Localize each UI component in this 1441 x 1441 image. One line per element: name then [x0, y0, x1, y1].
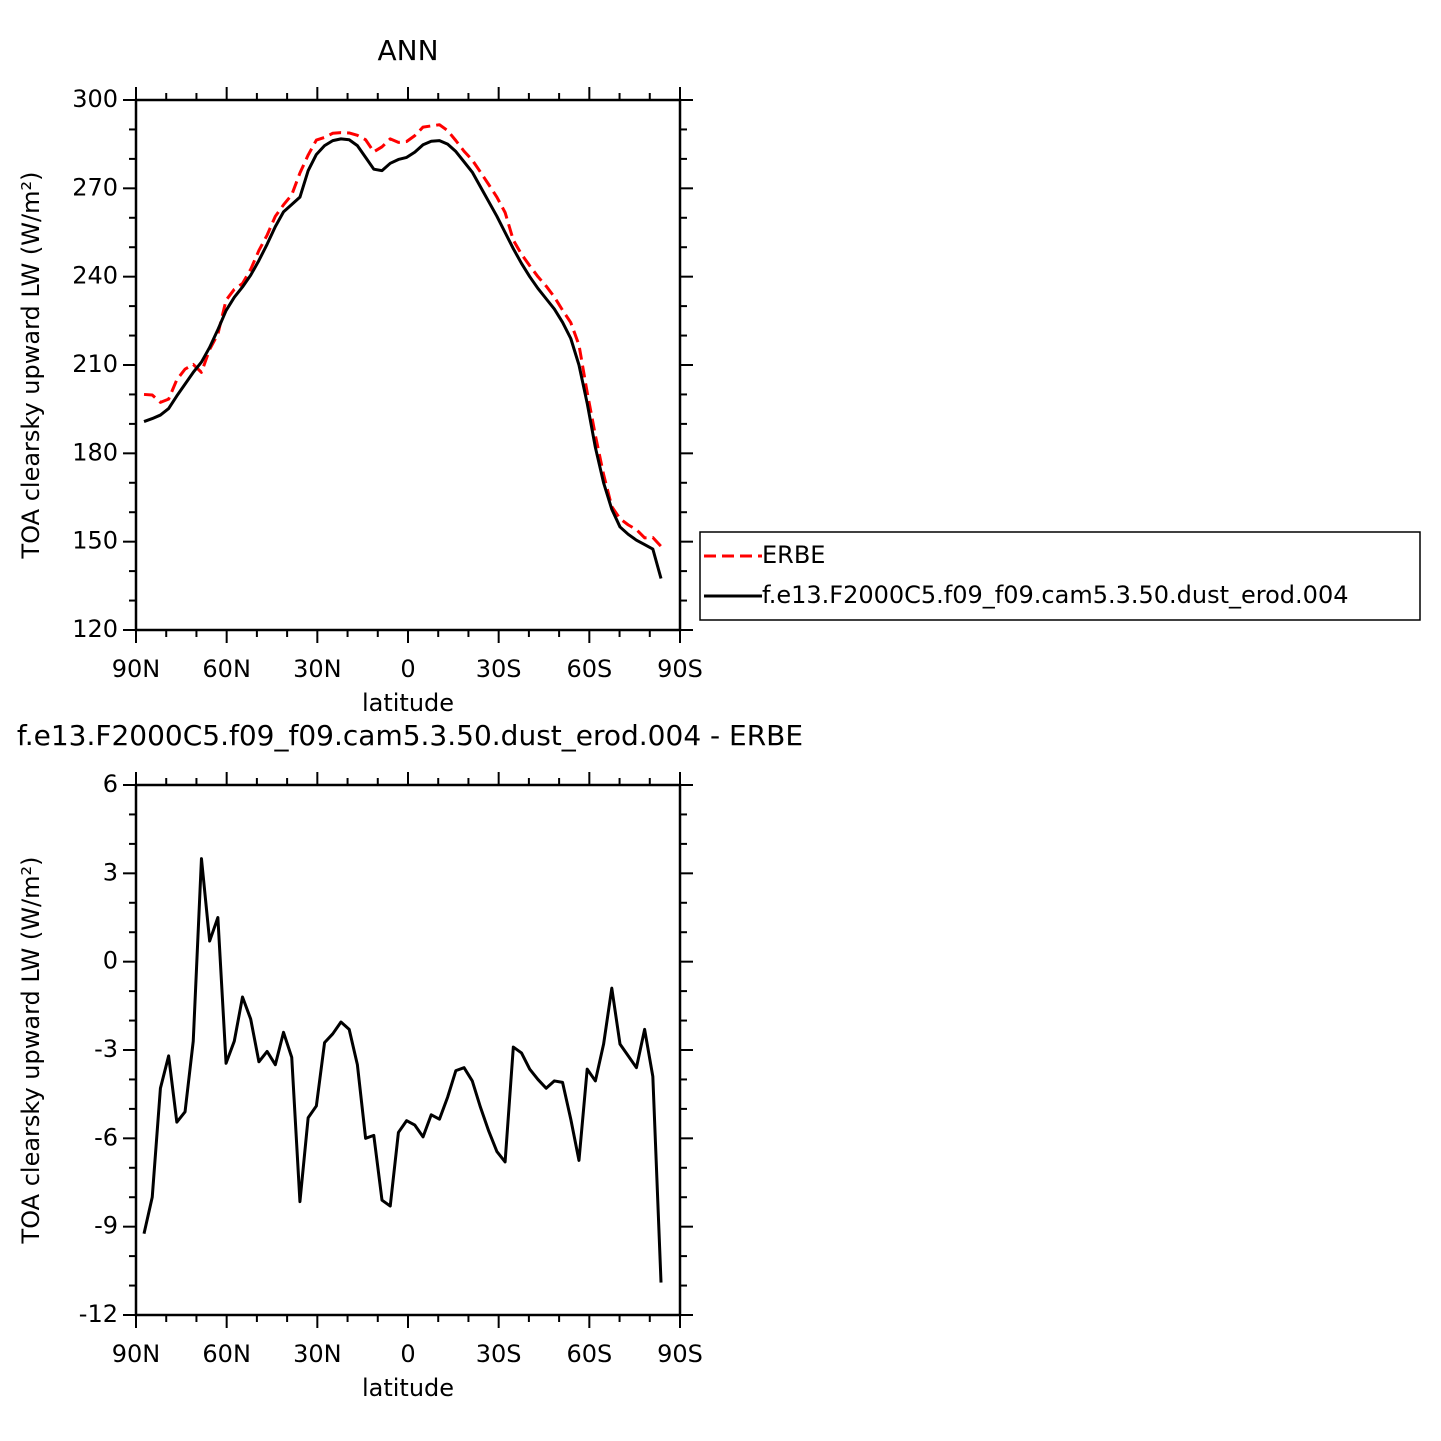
legend-box — [699, 531, 1421, 621]
y-tick-label: 180 — [72, 438, 118, 466]
x-tick-label: 60N — [202, 1340, 251, 1368]
y-tick-label: 150 — [72, 527, 118, 555]
y-tick-label: -9 — [94, 1212, 118, 1240]
plot-frame — [134, 98, 682, 632]
legend-label: ERBE — [762, 541, 825, 569]
data-line — [142, 857, 663, 1283]
plot-frame — [134, 783, 682, 1317]
y-tick-label: 6 — [103, 770, 118, 798]
x-tick-label: 0 — [400, 655, 415, 683]
y-tick-label: 300 — [72, 85, 118, 113]
y-tick-label: -3 — [94, 1035, 118, 1063]
x-tick-label: 60S — [566, 655, 612, 683]
y-tick-label: 0 — [103, 947, 118, 975]
y-tick-label: 3 — [103, 858, 118, 886]
x-tick-label: 90N — [112, 655, 161, 683]
x-tick-label: 30N — [293, 1340, 342, 1368]
data-line — [143, 137, 663, 579]
data-line — [143, 123, 663, 548]
x-tick-label: 30N — [293, 655, 342, 683]
y-axis-label: TOA clearsky upward LW (W/m²) — [17, 857, 45, 1245]
y-tick-label: 120 — [72, 615, 118, 643]
x-tick-label: 0 — [400, 1340, 415, 1368]
y-tick-label: -6 — [94, 1123, 118, 1151]
x-tick-label: 90S — [657, 655, 703, 683]
chart-title: f.e13.F2000C5.f09_f09.cam5.3.50.dust_ero… — [17, 719, 803, 752]
y-tick-label: -12 — [79, 1300, 118, 1328]
x-tick-label: 60N — [202, 655, 251, 683]
y-tick-label: 270 — [72, 173, 118, 201]
y-tick-label: 240 — [72, 262, 118, 290]
x-tick-label: 30S — [476, 1340, 522, 1368]
x-axis-label: latitude — [362, 1374, 454, 1402]
legend-label: f.e13.F2000C5.f09_f09.cam5.3.50.dust_ero… — [762, 581, 1348, 609]
x-tick-label: 90S — [657, 1340, 703, 1368]
x-tick-label: 90N — [112, 1340, 161, 1368]
chart-title: ANN — [377, 34, 438, 67]
x-tick-label: 60S — [566, 1340, 612, 1368]
x-tick-label: 30S — [476, 655, 522, 683]
x-axis-label: latitude — [362, 689, 454, 717]
y-axis-label: TOA clearsky upward LW (W/m²) — [17, 172, 45, 560]
y-tick-label: 210 — [72, 350, 118, 378]
